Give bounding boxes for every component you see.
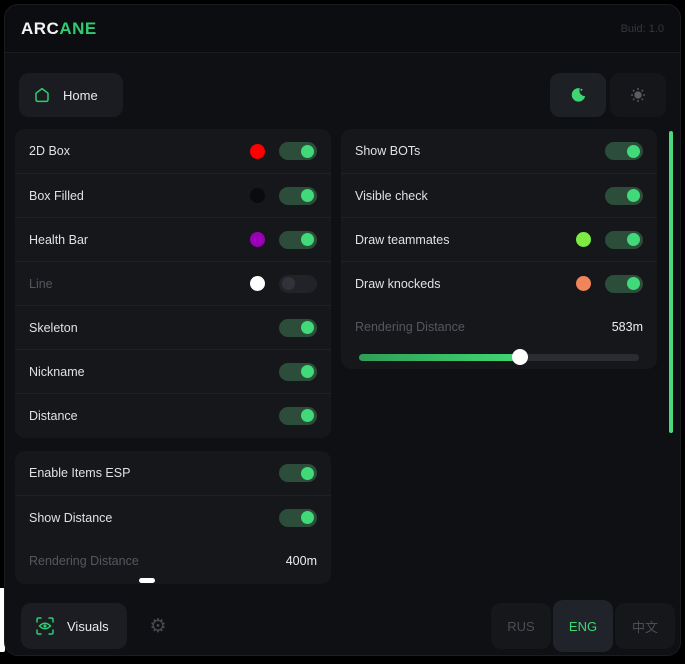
- setting-row: Distance: [15, 393, 331, 437]
- setting-row: Health Bar: [15, 217, 331, 261]
- color-swatch-line[interactable]: [250, 276, 265, 291]
- toggle-knob: [627, 277, 640, 290]
- toggle-draw-knockeds[interactable]: [605, 274, 643, 293]
- setting-row: Nickname: [15, 349, 331, 393]
- setting-label: Line: [29, 276, 53, 291]
- setting-label: Show BOTs: [355, 144, 421, 158]
- arcane-window: ARCANE Buid: 1.0 Home 2D Box Box Filled He…: [4, 4, 681, 656]
- slider-knob[interactable]: [512, 349, 528, 365]
- toggle-knob: [627, 233, 640, 246]
- tab-home-label: Home: [63, 87, 98, 103]
- color-swatch-2d-box[interactable]: [250, 143, 265, 159]
- setting-label: Box Filled: [29, 188, 84, 203]
- theme-light-button[interactable]: [610, 73, 666, 117]
- tab-home[interactable]: Home: [19, 73, 123, 117]
- setting-row: Visible check: [341, 173, 657, 217]
- rendering-distance-slider[interactable]: [359, 349, 639, 365]
- setting-label: Skeleton: [29, 320, 78, 335]
- color-swatch-health-bar[interactable]: [250, 232, 265, 247]
- toggle-knob: [301, 409, 314, 422]
- setting-label: Draw knockeds: [355, 276, 441, 291]
- toggle-distance[interactable]: [279, 406, 317, 425]
- setting-label: Visible check: [355, 188, 428, 203]
- panel-bots: Show BOTs Visible check Draw teammates Draw…: [341, 129, 657, 369]
- setting-row: Draw knockeds: [341, 261, 657, 305]
- setting-label: 2D Box: [29, 144, 70, 158]
- moon-icon: [569, 86, 587, 104]
- slider-fill: [359, 354, 520, 361]
- toggle-box-filled[interactable]: [279, 186, 317, 205]
- panel-items-esp: Enable Items ESP Show Distance Rendering …: [15, 451, 331, 584]
- color-swatch-box-filled[interactable]: [250, 188, 265, 203]
- rendering-distance-slider-knob[interactable]: [139, 578, 155, 583]
- toggle-knob: [301, 466, 314, 480]
- setting-label: Show Distance: [29, 510, 113, 525]
- setting-label: Nickname: [29, 364, 85, 379]
- language-switcher: RUS ENG 中文: [491, 600, 675, 652]
- toggle-knob: [301, 365, 314, 378]
- app-logo: ARCANE: [21, 18, 97, 38]
- title-bar: ARCANE Buid: 1.0: [5, 5, 680, 53]
- toggle-nickname[interactable]: [279, 362, 317, 381]
- toggle-show-distance[interactable]: [279, 508, 317, 527]
- tab-visuals[interactable]: Visuals: [21, 603, 127, 649]
- language-button-中文[interactable]: 中文: [615, 603, 675, 649]
- slider-label: Rendering Distance: [355, 320, 465, 334]
- toggle-visible-check[interactable]: [605, 186, 643, 205]
- color-swatch-draw-teammates[interactable]: [576, 232, 591, 247]
- toggle-draw-teammates[interactable]: [605, 230, 643, 249]
- setting-row: Show Distance: [15, 495, 331, 539]
- toggle-skeleton[interactable]: [279, 318, 317, 337]
- tab-visuals-label: Visuals: [67, 618, 109, 634]
- setting-row: Show BOTs: [341, 129, 657, 173]
- toggle-knob: [301, 144, 314, 158]
- toggle-knob: [301, 321, 314, 334]
- toggle-enable-items-esp[interactable]: [279, 464, 317, 482]
- setting-row: 2D Box: [15, 129, 331, 173]
- setting-label: Enable Items ESP: [29, 466, 131, 480]
- build-version-label: Buid: 1.0: [620, 22, 664, 35]
- theme-dark-button[interactable]: [550, 73, 606, 117]
- toggle-show-bots[interactable]: [605, 142, 643, 160]
- setting-row: Enable Items ESP: [15, 451, 331, 495]
- toggle-knob: [627, 144, 640, 158]
- home-icon: [33, 86, 51, 104]
- setting-row: Rendering Distance 583m: [341, 305, 657, 349]
- language-button-rus[interactable]: RUS: [491, 603, 551, 649]
- panel-player-esp: 2D Box Box Filled Health Bar Line Skeleton Ni…: [15, 129, 331, 438]
- toggle-knob: [282, 277, 295, 290]
- slider-value: 583m: [611, 320, 643, 334]
- setting-row: Draw teammates: [341, 217, 657, 261]
- setting-label: Health Bar: [29, 232, 89, 247]
- slider-value: 400m: [285, 554, 317, 568]
- background-window-edge: [0, 588, 5, 652]
- toggle-2d-box[interactable]: [279, 142, 317, 160]
- toggle-line[interactable]: [279, 274, 317, 293]
- color-swatch-draw-knockeds[interactable]: [576, 276, 591, 291]
- toggle-health-bar[interactable]: [279, 230, 317, 249]
- sun-icon: [630, 87, 646, 103]
- toggle-knob: [301, 511, 314, 524]
- setting-label: Draw teammates: [355, 232, 450, 247]
- settings-gear-icon[interactable]: ⚙: [149, 615, 167, 637]
- setting-row: Rendering Distance 400m: [15, 539, 331, 583]
- scrollbar[interactable]: [669, 131, 673, 433]
- setting-row: Skeleton: [15, 305, 331, 349]
- setting-label: Distance: [29, 408, 78, 423]
- visuals-eye-icon: [35, 616, 55, 636]
- toggle-knob: [627, 189, 640, 202]
- toggle-knob: [301, 233, 314, 246]
- language-button-eng[interactable]: ENG: [553, 600, 613, 652]
- setting-row: Line: [15, 261, 331, 305]
- toggle-knob: [301, 189, 314, 202]
- slider-label: Rendering Distance: [29, 554, 139, 568]
- setting-row: Box Filled: [15, 173, 331, 217]
